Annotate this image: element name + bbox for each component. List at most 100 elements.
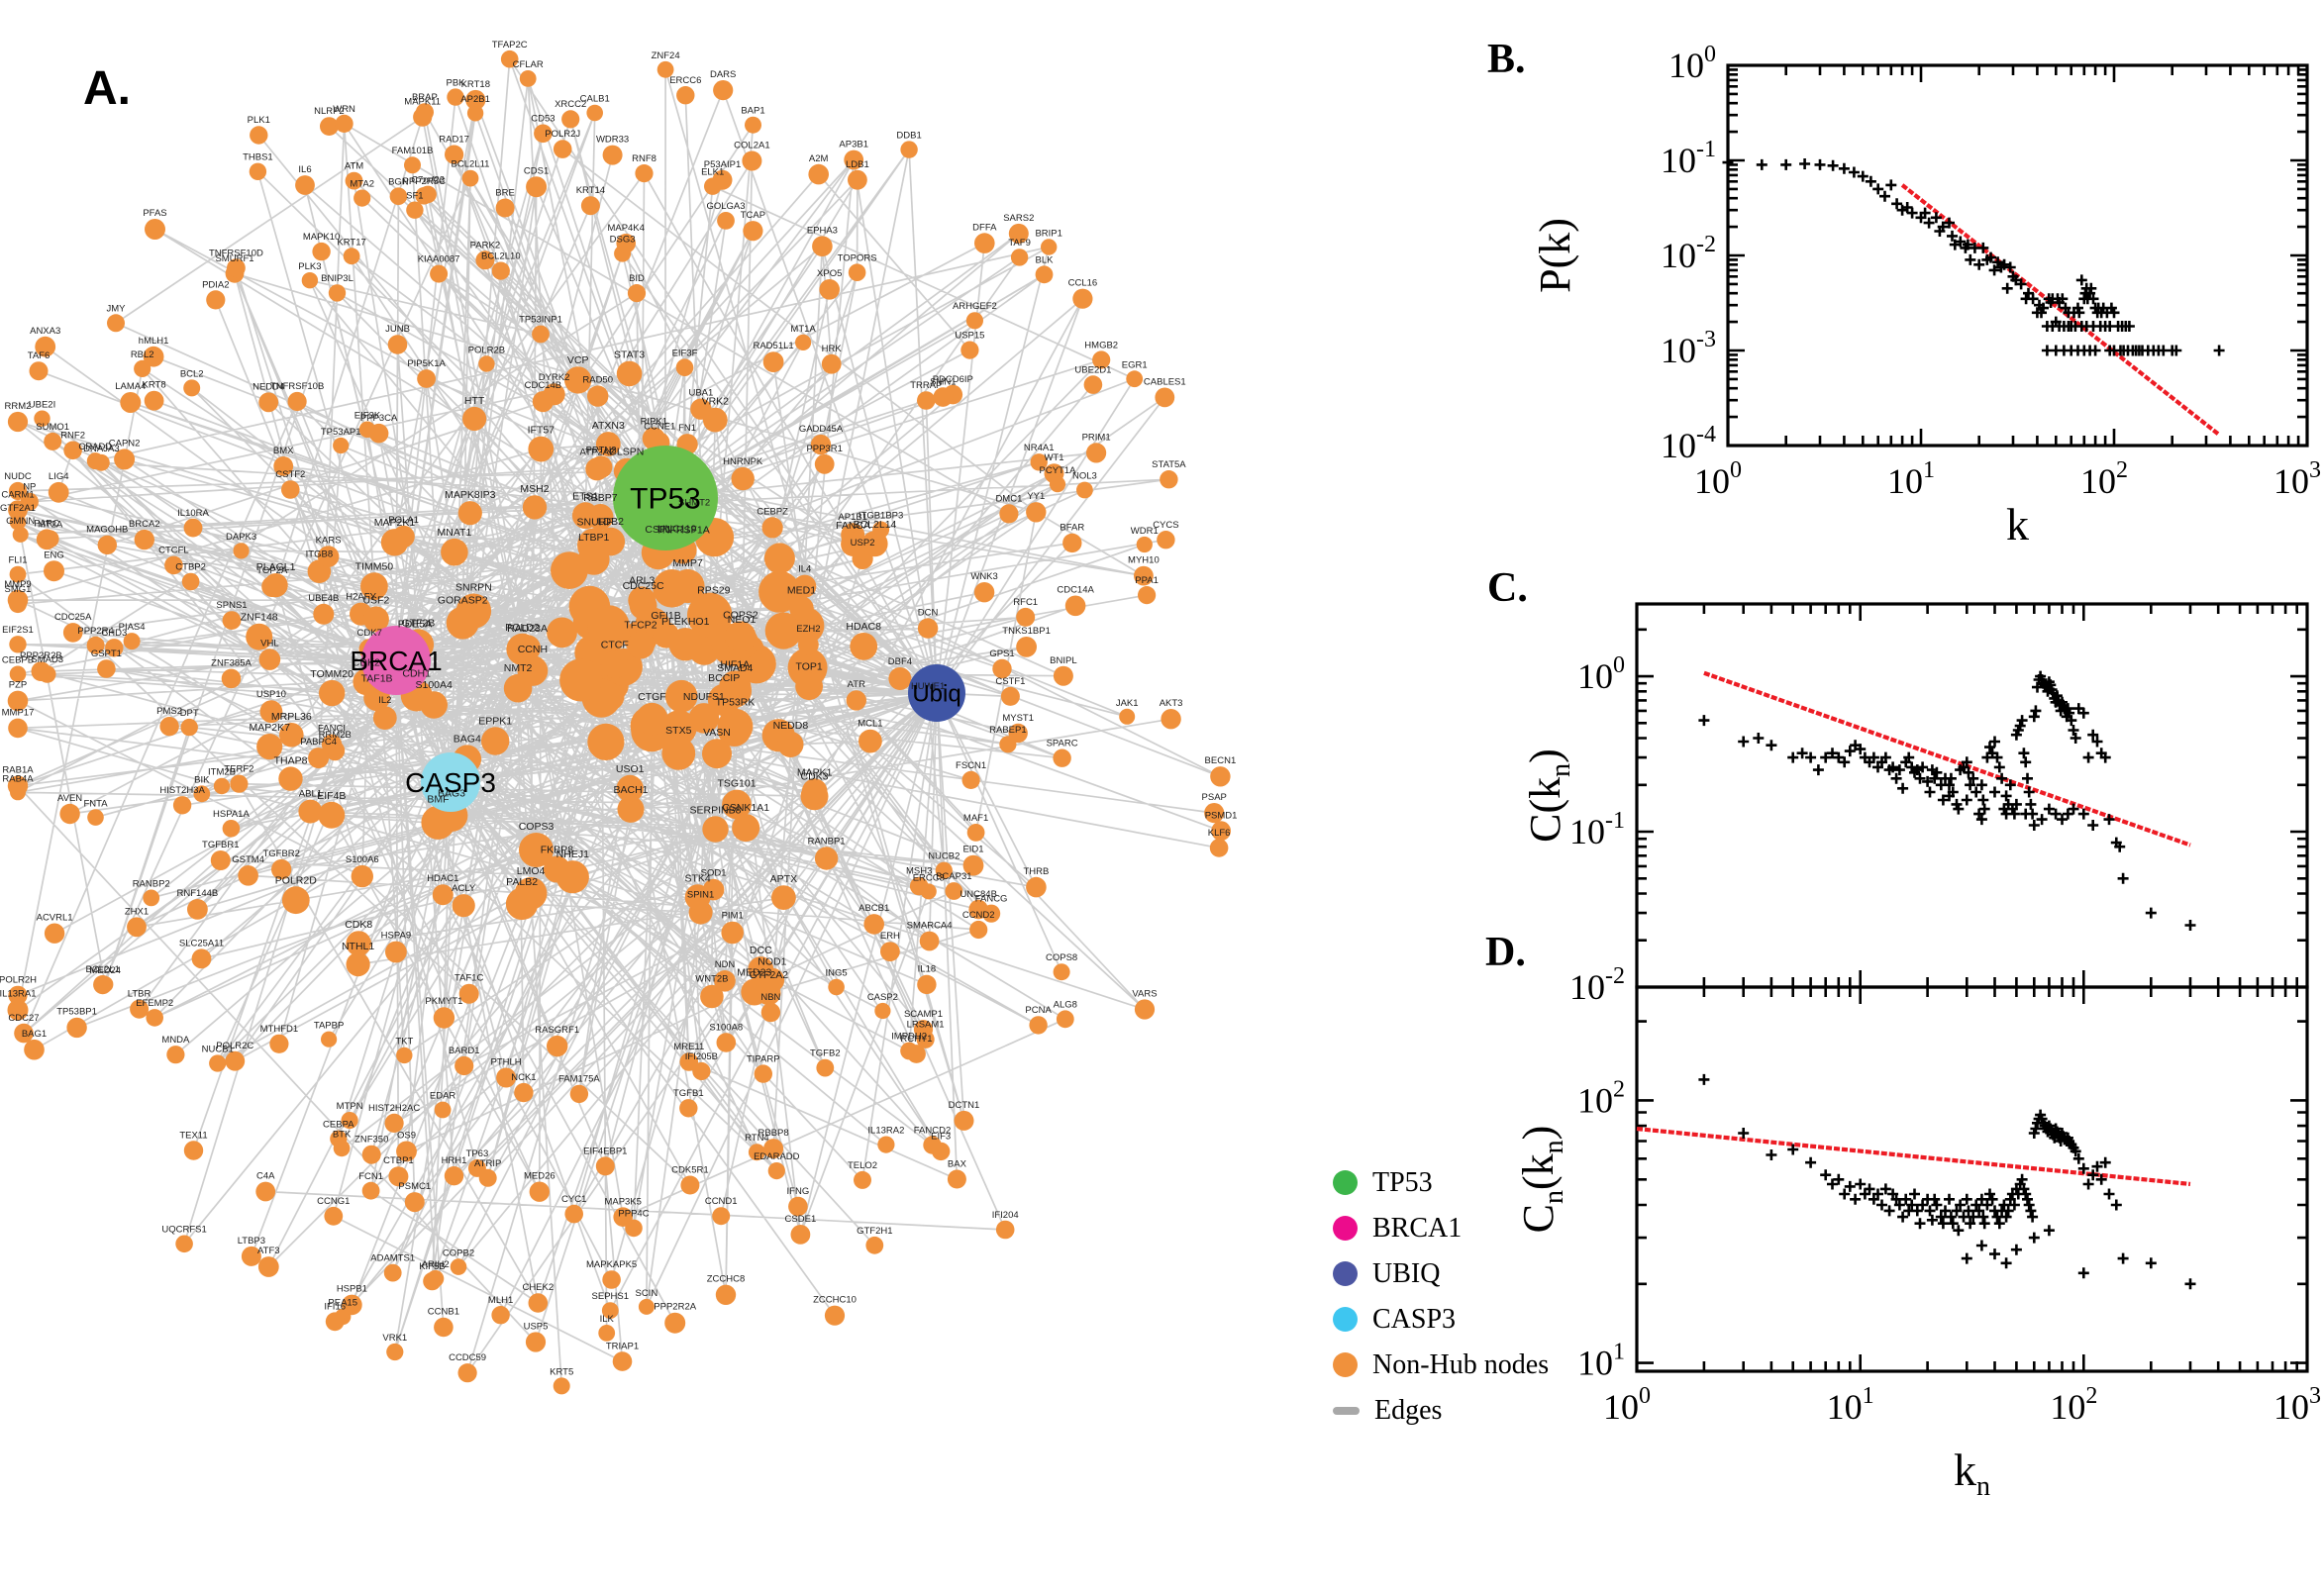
y-tick-label: 101 bbox=[1577, 1340, 1625, 1383]
svg-text:ZNF24: ZNF24 bbox=[652, 50, 680, 61]
svg-text:EID1: EID1 bbox=[962, 845, 983, 855]
svg-text:TSG101: TSG101 bbox=[717, 778, 756, 790]
svg-text:CDC25A: CDC25A bbox=[54, 612, 92, 623]
svg-text:MYST1: MYST1 bbox=[1002, 713, 1034, 724]
svg-text:ZCCHC10: ZCCHC10 bbox=[813, 1295, 857, 1306]
network-graph: TP53RK KIAA0087 THAP8 CDC14B DSG3 NTHL1 VRK1 CE… bbox=[0, 40, 1237, 1395]
svg-text:MYH10: MYH10 bbox=[1128, 555, 1160, 566]
svg-text:TAF1B: TAF1B bbox=[361, 672, 393, 684]
svg-text:CDH1: CDH1 bbox=[402, 668, 431, 680]
svg-text:KRT5: KRT5 bbox=[550, 1366, 573, 1377]
x-tick-label: 100 bbox=[1694, 457, 1742, 501]
svg-text:COPS2: COPS2 bbox=[723, 610, 758, 622]
svg-text:DBF4: DBF4 bbox=[888, 656, 912, 667]
svg-text:HIST2H3A: HIST2H3A bbox=[159, 785, 205, 796]
svg-text:CYC1: CYC1 bbox=[561, 1194, 586, 1205]
svg-text:PPP3CA: PPP3CA bbox=[360, 413, 398, 424]
x-tick-label: 103 bbox=[2273, 457, 2321, 501]
svg-text:MAP3K5: MAP3K5 bbox=[604, 1196, 642, 1207]
svg-text:MAP4K4: MAP4K4 bbox=[607, 223, 645, 234]
x-tick-label: 101 bbox=[1887, 457, 1935, 501]
legend-item-label: BRCA1 bbox=[1372, 1212, 1463, 1244]
svg-text:COPS3: COPS3 bbox=[519, 821, 555, 833]
svg-text:MT1A: MT1A bbox=[790, 324, 816, 335]
svg-text:NTHL1: NTHL1 bbox=[342, 941, 374, 952]
svg-text:BNIPL: BNIPL bbox=[1050, 655, 1076, 666]
svg-text:POLR2C: POLR2C bbox=[216, 1041, 253, 1051]
svg-text:CSDE1: CSDE1 bbox=[785, 1214, 817, 1225]
legend-item-label: UBIQ bbox=[1372, 1257, 1441, 1289]
svg-text:TNFRSF10D: TNFRSF10D bbox=[209, 248, 263, 258]
svg-text:C7orf23: C7orf23 bbox=[411, 175, 445, 186]
svg-text:ING5: ING5 bbox=[826, 968, 848, 979]
svg-text:POLR2D: POLR2D bbox=[275, 874, 317, 886]
svg-text:RASGRF1: RASGRF1 bbox=[535, 1025, 579, 1036]
legend-item-label: CASP3 bbox=[1372, 1303, 1457, 1335]
svg-text:PMS2: PMS2 bbox=[156, 706, 182, 717]
svg-text:NUCB2: NUCB2 bbox=[928, 851, 960, 862]
svg-text:DMC1: DMC1 bbox=[995, 493, 1022, 504]
svg-text:COL2A1: COL2A1 bbox=[734, 141, 769, 151]
svg-text:BAG4: BAG4 bbox=[454, 733, 481, 745]
svg-text:TOP2A: TOP2A bbox=[256, 565, 288, 576]
svg-text:FANCD2: FANCD2 bbox=[914, 1125, 951, 1136]
svg-text:CCNE1: CCNE1 bbox=[644, 422, 675, 433]
svg-text:IL2: IL2 bbox=[378, 695, 391, 706]
svg-text:BMX: BMX bbox=[273, 446, 294, 456]
svg-text:C4A: C4A bbox=[256, 1171, 275, 1182]
svg-text:CTCF: CTCF bbox=[601, 640, 629, 651]
svg-text:CCNH: CCNH bbox=[518, 644, 548, 655]
svg-text:MMP9: MMP9 bbox=[4, 579, 31, 590]
svg-text:CDC14B: CDC14B bbox=[525, 380, 562, 391]
svg-text:NP: NP bbox=[23, 482, 36, 493]
svg-text:CTGF: CTGF bbox=[638, 691, 666, 703]
svg-text:PSMD1: PSMD1 bbox=[1205, 810, 1238, 821]
svg-text:PPP2R5C: PPP2R5C bbox=[403, 176, 446, 187]
svg-text:ZNF350: ZNF350 bbox=[354, 1135, 388, 1146]
axis-ticks bbox=[1635, 604, 2309, 989]
legend-node-icon bbox=[1333, 1216, 1358, 1241]
x-tick-label: 103 bbox=[2273, 1383, 2321, 1427]
legend-item: BRCA1 bbox=[1333, 1210, 1549, 1247]
svg-text:BIK: BIK bbox=[194, 774, 210, 785]
svg-text:BFAR: BFAR bbox=[1060, 523, 1084, 534]
network-node-labels: TP53RK KIAA0087 THAP8 CDC14B DSG3 NTHL1 VRK1 CE… bbox=[0, 40, 1237, 1378]
hub-label-casp3: CASP3 bbox=[405, 767, 496, 798]
svg-text:PFAS: PFAS bbox=[143, 208, 166, 219]
svg-text:SMURF1: SMURF1 bbox=[215, 253, 253, 264]
svg-text:HUWE1: HUWE1 bbox=[911, 681, 945, 692]
svg-text:CDK2: CDK2 bbox=[353, 656, 380, 668]
svg-text:EIF3: EIF3 bbox=[931, 1132, 951, 1143]
panel-a-label: A. bbox=[83, 62, 131, 115]
svg-text:PDIA2: PDIA2 bbox=[202, 279, 229, 290]
svg-text:THBS1: THBS1 bbox=[243, 152, 273, 163]
svg-text:CEBPZ: CEBPZ bbox=[757, 506, 788, 517]
svg-text:RAD50: RAD50 bbox=[582, 374, 613, 385]
svg-text:MMP7: MMP7 bbox=[672, 557, 702, 569]
svg-text:TOPORS: TOPORS bbox=[838, 252, 877, 263]
svg-text:MED24: MED24 bbox=[89, 965, 121, 976]
svg-text:EDARADD: EDARADD bbox=[754, 1151, 800, 1162]
svg-text:CLSPN: CLSPN bbox=[609, 447, 644, 458]
y-tick-label: 100 bbox=[1577, 652, 1625, 696]
svg-text:BACH1: BACH1 bbox=[613, 784, 648, 796]
svg-text:VRK1: VRK1 bbox=[382, 1333, 407, 1344]
svg-text:BAX: BAX bbox=[948, 1159, 967, 1170]
svg-text:IL13RA1: IL13RA1 bbox=[0, 989, 36, 1000]
svg-text:CALB1: CALB1 bbox=[580, 94, 610, 105]
svg-text:JMY: JMY bbox=[107, 303, 127, 314]
svg-text:NLRP2: NLRP2 bbox=[314, 106, 345, 117]
svg-text:EZH2: EZH2 bbox=[796, 624, 820, 635]
y-axis-label: C(kn) bbox=[1521, 748, 1576, 843]
svg-text:KARS: KARS bbox=[316, 535, 342, 546]
svg-text:BCL2L11: BCL2L11 bbox=[452, 159, 490, 170]
svg-text:PIP5K1A: PIP5K1A bbox=[407, 358, 446, 369]
svg-text:VARS: VARS bbox=[1132, 988, 1157, 999]
svg-text:DDB1: DDB1 bbox=[896, 130, 921, 141]
svg-text:ETS1: ETS1 bbox=[572, 490, 598, 502]
svg-text:CCDC59: CCDC59 bbox=[449, 1352, 486, 1363]
svg-text:GSTM4: GSTM4 bbox=[232, 854, 264, 865]
svg-text:BRAP: BRAP bbox=[412, 92, 438, 103]
svg-text:BARD1: BARD1 bbox=[449, 1046, 480, 1056]
